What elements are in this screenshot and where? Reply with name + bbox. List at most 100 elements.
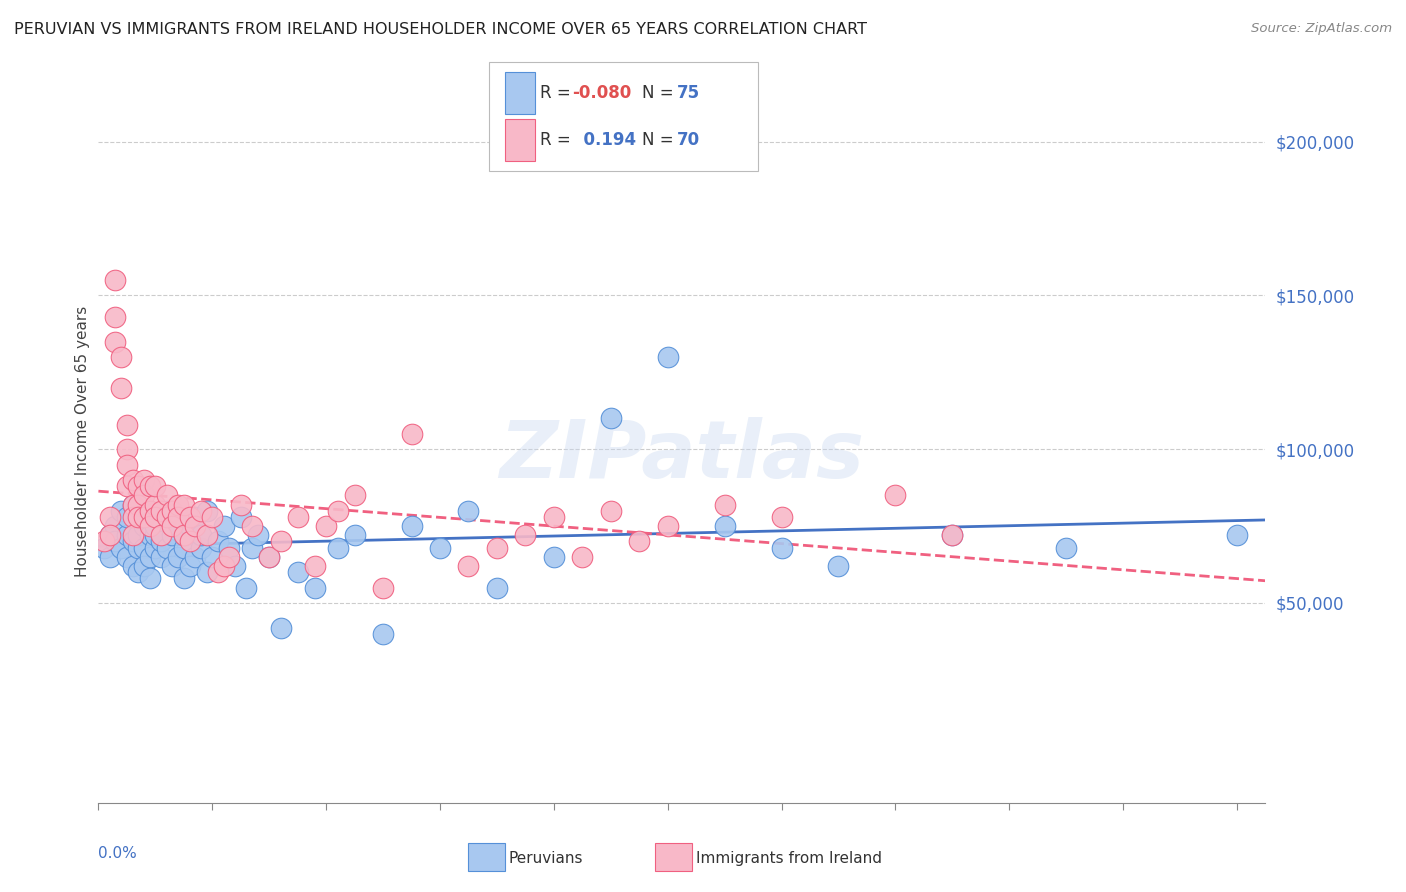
Point (287, 509, 309, 524)
Point (207, 565, 229, 579)
Point (240, 541, 263, 555)
Point (326, 541, 349, 555)
Point (104, 519, 127, 533)
Point (150, 534, 173, 549)
Point (138, 528, 160, 542)
Point (143, 519, 166, 533)
Text: R =: R = (540, 84, 575, 103)
Point (218, 541, 240, 555)
Point (138, 519, 160, 533)
Point (156, 541, 179, 555)
Point (132, 541, 155, 555)
Point (138, 571, 160, 585)
Text: N =: N = (643, 84, 679, 103)
Point (599, 411, 621, 425)
Point (190, 528, 212, 542)
Text: Peruvians: Peruvians (509, 851, 583, 865)
Point (132, 519, 155, 533)
Point (115, 549, 138, 564)
Text: PERUVIAN VS IMMIGRANTS FROM IRELAND HOUSEHOLDER INCOME OVER 65 YEARS CORRELATION: PERUVIAN VS IMMIGRANTS FROM IRELAND HOUS… (14, 22, 868, 37)
Point (315, 519, 337, 533)
Point (138, 504, 160, 518)
Point (110, 504, 132, 518)
Point (121, 498, 143, 512)
Point (98, 509, 121, 524)
Point (190, 541, 212, 555)
Point (599, 504, 621, 518)
Point (110, 541, 132, 555)
Point (270, 621, 292, 635)
Point (110, 381, 132, 395)
Point (179, 509, 201, 524)
Point (115, 509, 138, 524)
Text: 70: 70 (678, 130, 700, 149)
Point (179, 559, 201, 574)
Point (195, 504, 218, 518)
Point (143, 541, 166, 555)
Point (104, 534, 127, 549)
Point (173, 528, 195, 542)
Point (143, 479, 166, 493)
Point (138, 504, 160, 518)
Point (713, 519, 735, 533)
Point (121, 528, 143, 542)
Point (941, 528, 963, 542)
Point (287, 565, 309, 579)
Point (110, 350, 132, 364)
Point (257, 549, 280, 564)
Point (121, 473, 143, 487)
Point (429, 541, 451, 555)
Point (115, 528, 138, 542)
Point (138, 479, 160, 493)
Point (485, 541, 508, 555)
Point (304, 581, 326, 595)
Point (1226, 528, 1249, 542)
Point (132, 488, 155, 502)
Point (127, 479, 149, 493)
Point (162, 519, 184, 533)
Text: 0.0%: 0.0% (98, 847, 138, 861)
Point (132, 509, 155, 524)
Text: 0.194: 0.194 (572, 130, 637, 149)
Point (173, 498, 195, 512)
Point (150, 528, 173, 542)
Point (201, 549, 224, 564)
Point (132, 559, 155, 574)
Text: N =: N = (643, 130, 679, 149)
Text: Immigrants from Ireland: Immigrants from Ireland (696, 851, 882, 865)
Point (173, 528, 195, 542)
Point (167, 549, 190, 564)
Point (98, 528, 121, 542)
Point (98, 549, 121, 564)
Point (150, 504, 173, 518)
Point (104, 273, 127, 287)
Point (150, 549, 173, 564)
Point (121, 498, 143, 512)
Point (127, 509, 149, 524)
Point (184, 519, 207, 533)
Point (167, 509, 190, 524)
Point (515, 528, 537, 542)
Point (543, 549, 565, 564)
Point (121, 559, 143, 574)
Point (457, 504, 479, 518)
Point (485, 581, 508, 595)
Y-axis label: Householder Income Over 65 years: Householder Income Over 65 years (75, 306, 90, 577)
Point (162, 504, 184, 518)
Point (143, 528, 166, 542)
Point (179, 519, 201, 533)
Point (173, 571, 195, 585)
Point (257, 549, 280, 564)
FancyBboxPatch shape (505, 71, 534, 114)
Point (326, 504, 349, 518)
Point (371, 581, 394, 595)
Point (195, 528, 218, 542)
Point (270, 534, 292, 549)
Point (156, 504, 179, 518)
Point (571, 549, 593, 564)
Point (162, 559, 184, 574)
Point (115, 479, 138, 493)
Point (229, 509, 252, 524)
Point (770, 541, 793, 555)
Point (115, 417, 138, 432)
